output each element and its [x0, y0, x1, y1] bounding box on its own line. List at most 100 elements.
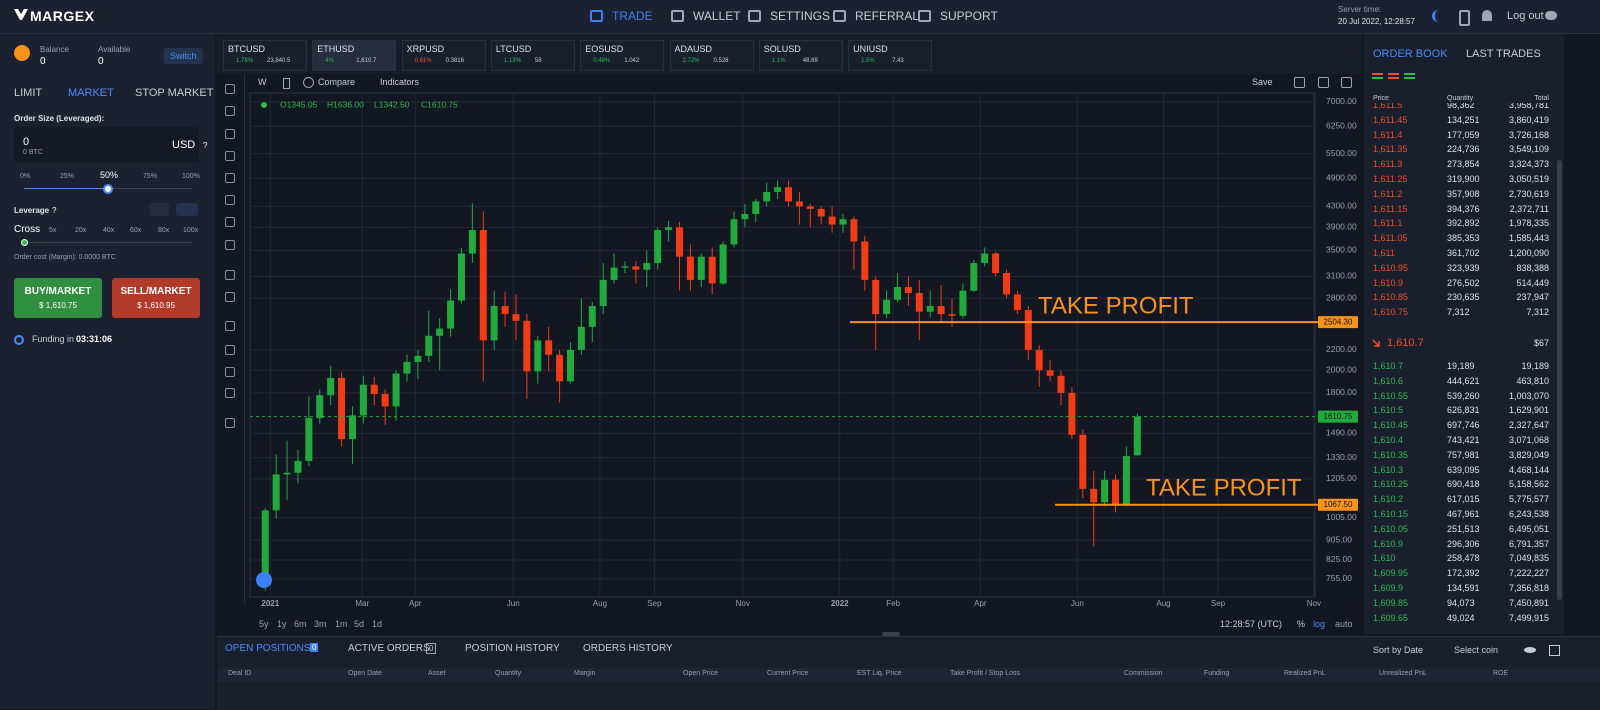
drawing-tool[interactable] [225, 388, 235, 398]
resize-handle[interactable] [882, 632, 900, 636]
view-icon[interactable] [1524, 647, 1536, 653]
toolbar-icon[interactable] [1318, 77, 1329, 88]
range-button[interactable]: 5d [354, 619, 365, 629]
nav-item[interactable]: TRADE [612, 9, 653, 23]
save[interactable]: Save [1252, 77, 1273, 87]
book-view-icon[interactable] [1372, 73, 1383, 75]
leverage-edit[interactable] [149, 203, 169, 216]
funding-icon [14, 335, 24, 345]
leverage-toggle[interactable] [176, 203, 198, 216]
user-icon[interactable] [1545, 11, 1557, 20]
book-price: 1,610.6 [1373, 375, 1404, 386]
order-type-tab[interactable]: MARKET [68, 87, 114, 99]
sell-button[interactable] [112, 278, 200, 318]
sort[interactable]: Sort by Date [1373, 645, 1424, 655]
column-header: Deal ID [228, 670, 252, 677]
order-type-tab[interactable]: STOP MARKET [135, 87, 214, 99]
drawing-tool[interactable] [225, 292, 235, 302]
order-size-input[interactable] [14, 127, 199, 162]
drawing-tool[interactable] [225, 84, 235, 94]
book-total: 514,449 [1516, 277, 1549, 288]
theme-icon[interactable] [1432, 10, 1445, 22]
book-price: 1,611.4 [1373, 129, 1403, 140]
range-button[interactable]: 1d [372, 619, 383, 629]
ticker-tab[interactable] [401, 40, 486, 71]
book-view-icon[interactable] [1388, 73, 1399, 75]
drawing-tool[interactable] [225, 217, 235, 227]
ticker-tab[interactable] [490, 40, 575, 71]
order-type-tab[interactable]: LIMIT [14, 87, 43, 99]
tab-count: 0 [310, 643, 319, 652]
range-button[interactable]: 6m [294, 619, 307, 629]
interval[interactable]: W [258, 77, 267, 87]
phone-icon[interactable] [1459, 10, 1470, 26]
drawing-tool[interactable] [225, 129, 235, 139]
leverage-knob[interactable] [21, 239, 28, 246]
nav-item[interactable]: REFERRAL [855, 9, 920, 23]
switch-button[interactable]: Switch [164, 48, 203, 64]
drawing-tool[interactable] [225, 321, 235, 331]
ticker-tab[interactable] [580, 40, 665, 71]
drawing-tool[interactable] [225, 151, 235, 161]
log-toggle[interactable]: log [1313, 619, 1326, 629]
drawing-tool[interactable] [225, 270, 235, 280]
percent-toggle[interactable]: % [1297, 619, 1306, 629]
drawing-tool[interactable] [225, 195, 235, 205]
column-header: Margin [574, 670, 596, 677]
ticker-tab[interactable] [758, 40, 843, 71]
bell-icon[interactable] [1482, 10, 1492, 21]
drawing-tool[interactable] [225, 367, 235, 377]
column-header: Asset [428, 670, 446, 677]
buy-button[interactable] [14, 278, 102, 318]
column-header: Funding [1204, 670, 1230, 677]
book-quantity: 134,251 [1447, 114, 1480, 125]
drawing-tool[interactable] [225, 173, 235, 183]
drawing-tool[interactable] [225, 240, 235, 250]
compare[interactable]: Compare [318, 77, 356, 87]
positions-tab[interactable]: ACTIVE ORDERS [348, 643, 430, 654]
nav-item[interactable]: SETTINGS [770, 9, 831, 23]
book-view-icon[interactable] [1388, 77, 1399, 79]
ticker-symbol: ADAUSD [674, 44, 713, 54]
nav-icon [671, 10, 684, 22]
ticker-tab[interactable] [223, 40, 307, 71]
book-price: 1,611.2 [1373, 188, 1403, 199]
column-header: EST Liq. Price [857, 670, 902, 677]
nav-item[interactable]: SUPPORT [940, 9, 998, 23]
column-header: Open Date [348, 670, 382, 677]
order-book-tab[interactable]: LAST TRADES [1466, 48, 1541, 60]
logout[interactable]: Log out [1507, 10, 1544, 22]
book-view-icon[interactable] [1372, 77, 1383, 79]
range-button[interactable]: 5y [259, 619, 269, 629]
range-button[interactable]: 1m [335, 619, 348, 629]
indicators[interactable]: Indicators [380, 77, 420, 87]
range-button[interactable]: 3m [314, 619, 327, 629]
size-knob[interactable] [103, 184, 113, 194]
toolbar-icon[interactable] [1341, 77, 1352, 88]
order-book-tab[interactable]: ORDER BOOK [1373, 48, 1448, 60]
toolbar-icon[interactable] [1294, 77, 1305, 88]
positions-tab[interactable]: ORDERS HISTORY [583, 643, 673, 654]
nav-item[interactable]: WALLET [693, 9, 741, 23]
ticker-change: 0.61% [414, 58, 432, 64]
positions-tab[interactable]: POSITION HISTORY [465, 643, 560, 654]
range-button[interactable]: 1y [277, 619, 287, 629]
ticker-tab[interactable] [669, 40, 754, 71]
ticker-tab[interactable] [312, 40, 397, 71]
drawing-tool[interactable] [225, 418, 235, 428]
book-total: 2,327,647 [1508, 420, 1549, 431]
nav-icon [833, 10, 846, 22]
coin-select[interactable]: Select coin [1454, 645, 1499, 655]
drawing-toolbar [218, 74, 245, 604]
drawing-tool[interactable] [225, 106, 235, 116]
settings-icon[interactable] [1549, 645, 1560, 656]
ticker-price: 7.43 [892, 58, 904, 64]
spread: $67 [1533, 338, 1549, 348]
positions-tab[interactable]: OPEN POSITIONS [225, 643, 311, 654]
book-view-icon[interactable] [1404, 77, 1415, 79]
book-quantity: 757,981 [1447, 449, 1480, 460]
ticker-tab[interactable] [848, 40, 933, 71]
auto-toggle[interactable]: auto [1335, 619, 1353, 629]
drawing-tool[interactable] [225, 345, 235, 355]
book-view-icon[interactable] [1404, 73, 1415, 75]
